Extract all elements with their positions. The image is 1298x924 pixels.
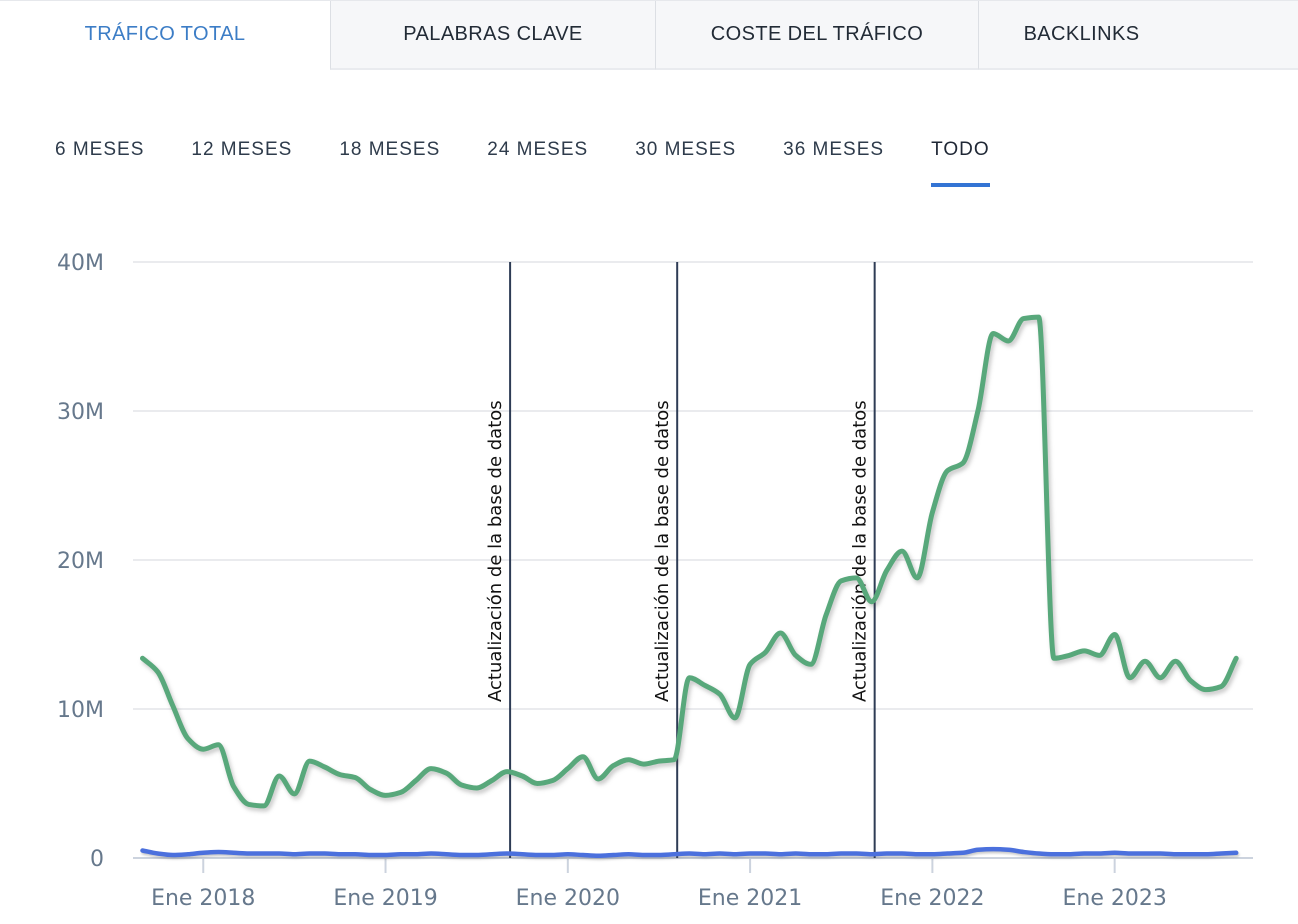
tab-coste-del-trafico-label: COSTE DEL TRÁFICO [710, 23, 924, 45]
range-todo[interactable]: TODO [931, 140, 990, 187]
y-tick-label: 0 [90, 847, 104, 872]
range-18-meses[interactable]: 18 MESES [339, 139, 441, 160]
tab-bar-filler [1184, 1, 1298, 70]
y-tick-label: 20M [57, 549, 104, 574]
tab-backlinks-label: BACKLINKS [1023, 23, 1140, 45]
range-12-meses[interactable]: 12 MESES [191, 139, 293, 160]
tab-trafico-total-label: TRÁFICO TOTAL [84, 23, 246, 45]
x-tick-label: Ene 2021 [698, 886, 802, 911]
range-30-meses[interactable]: 30 MESES [635, 139, 737, 160]
x-tick-label: Ene 2020 [516, 886, 620, 911]
secondary-series-line [140, 846, 1239, 859]
tab-trafico-total[interactable]: TRÁFICO TOTAL [0, 1, 330, 70]
x-tick-label: Ene 2018 [151, 886, 255, 911]
range-24-meses[interactable]: 24 MESES [487, 139, 589, 160]
y-tick-label: 40M [57, 251, 104, 276]
x-axis-ticks: Ene 2018 Ene 2019 Ene 2020 Ene 2021 Ene 2022… [151, 859, 1167, 911]
x-tick-label: Ene 2019 [333, 886, 437, 911]
y-tick-label: 10M [57, 698, 104, 723]
tab-coste-del-trafico[interactable]: COSTE DEL TRÁFICO [655, 1, 978, 70]
tab-bar: TRÁFICO TOTAL PALABRAS CLAVE COSTE DEL T… [0, 0, 1298, 70]
tab-palabras-clave-label: PALABRAS CLAVE [403, 23, 583, 45]
x-tick-label: Ene 2022 [880, 886, 984, 911]
range-6-meses[interactable]: 6 MESES [55, 139, 145, 160]
y-tick-label: 30M [57, 400, 104, 425]
database-update-label: Actualización de la base de datos [850, 400, 871, 702]
tab-backlinks[interactable]: BACKLINKS [978, 1, 1184, 70]
primary-series-line [140, 314, 1239, 809]
traffic-chart: 0 10M 20M 30M 40M Ene 2018 Ene 2019 Ene 2020 Ene… [0, 224, 1298, 924]
range-36-meses[interactable]: 36 MESES [783, 139, 885, 160]
gridlines [133, 261, 1253, 859]
database-update-label: Actualización de la base de datos [652, 400, 673, 702]
database-update-label: Actualización de la base de datos [485, 400, 506, 702]
x-tick-label: Ene 2023 [1062, 886, 1166, 911]
time-range-bar: 6 MESES 12 MESES 18 MESES 24 MESES 30 ME… [55, 140, 990, 187]
y-axis-labels: 0 10M 20M 30M 40M [57, 251, 104, 872]
tab-palabras-clave[interactable]: PALABRAS CLAVE [330, 1, 655, 70]
